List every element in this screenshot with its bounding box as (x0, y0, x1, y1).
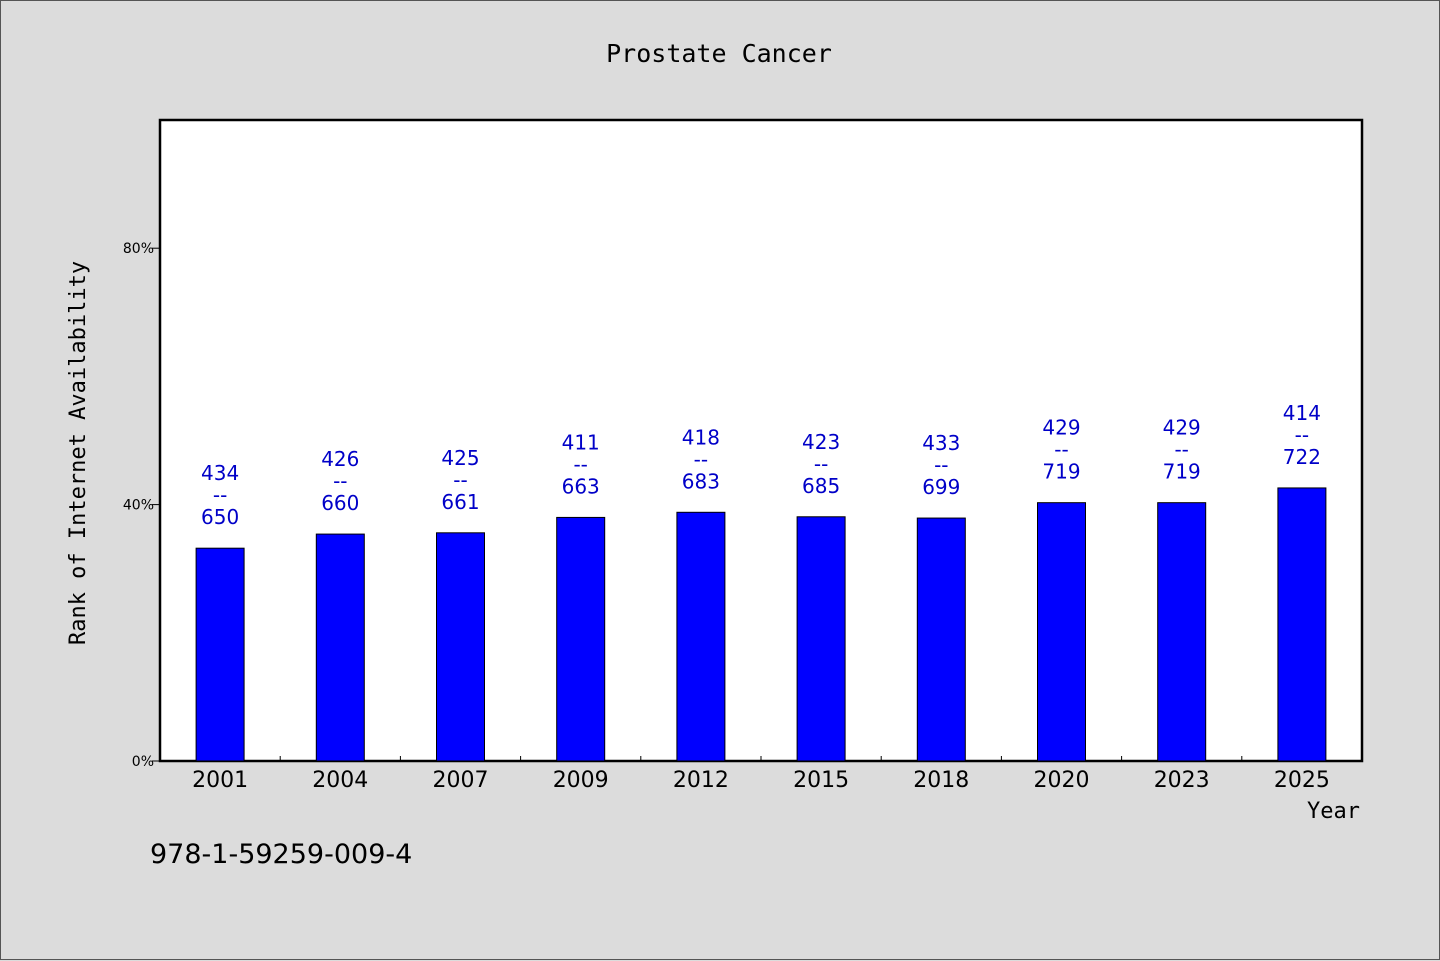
data-label-top: 429 (1163, 416, 1201, 440)
x-tick-label: 2020 (1034, 768, 1090, 793)
x-tick-label: 2018 (913, 768, 969, 793)
data-label-top: 414 (1283, 401, 1321, 425)
bar (315, 533, 365, 762)
data-label-separator: -- (1174, 438, 1188, 462)
bar (1157, 502, 1207, 762)
isbn-label: 978-1-59259-009-4 (150, 839, 412, 870)
x-tick-label: 2001 (192, 768, 248, 793)
data-label-bottom: 663 (562, 474, 600, 498)
data-label-separator: -- (1054, 438, 1068, 462)
y-tick-label: 0% (132, 754, 154, 770)
data-label-bottom: 719 (1042, 460, 1080, 484)
data-labels: 434--650426--660425--661411--663418--683… (201, 401, 1321, 529)
data-label-top: 423 (802, 430, 840, 454)
bar (676, 511, 726, 762)
data-label-bottom: 699 (922, 475, 960, 499)
data-label-top: 425 (441, 446, 479, 470)
data-label-separator: -- (814, 452, 828, 476)
x-tick-label: 2023 (1154, 768, 1210, 793)
data-label-bottom: 683 (682, 469, 720, 493)
data-label-top: 433 (922, 431, 960, 455)
y-axis: 0% 40% 80% (123, 241, 160, 770)
data-label-separator: -- (1295, 423, 1309, 447)
data-label-separator: -- (213, 483, 227, 507)
data-label-separator: -- (573, 452, 587, 476)
bar (1277, 487, 1327, 762)
data-label-bottom: 660 (321, 491, 359, 515)
data-label-top: 426 (321, 447, 359, 471)
data-label-separator: -- (333, 469, 347, 493)
x-tick-label: 2012 (673, 768, 729, 793)
x-tick-label: 2007 (433, 768, 489, 793)
x-tick-label: 2009 (553, 768, 609, 793)
y-tick-label: 40% (123, 498, 154, 514)
data-label-bottom: 685 (802, 474, 840, 498)
bar (195, 547, 245, 762)
bars (195, 487, 1327, 762)
bar (916, 517, 966, 762)
data-label-separator: -- (453, 468, 467, 492)
data-label-separator: -- (694, 447, 708, 471)
x-tick-label: 2004 (312, 768, 368, 793)
data-label-bottom: 722 (1283, 445, 1321, 469)
data-label-top: 429 (1042, 416, 1080, 440)
y-tick-label: 80% (123, 241, 154, 257)
bar (796, 516, 846, 762)
data-label-top: 411 (562, 430, 600, 454)
x-tick-label: 2025 (1274, 768, 1330, 793)
x-tick-label: 2015 (793, 768, 849, 793)
x-axis-title: Year (1307, 799, 1360, 824)
bar (1037, 502, 1086, 762)
y-axis-title: Rank of Internet Availability (66, 261, 91, 645)
bar (436, 532, 485, 762)
data-label-separator: -- (934, 453, 948, 477)
bar (556, 516, 606, 762)
data-label-top: 434 (201, 461, 239, 485)
data-label-bottom: 650 (201, 505, 239, 529)
data-label-top: 418 (682, 425, 720, 449)
chart-title: Prostate Cancer (606, 39, 832, 68)
data-label-bottom: 661 (441, 490, 479, 514)
x-axis: 2001 2004 2007 2009 2012 2015 2018 2020 2023 2025 (192, 756, 1330, 793)
data-label-bottom: 719 (1163, 460, 1201, 484)
